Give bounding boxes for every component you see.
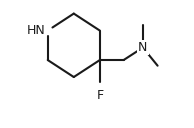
Text: HN: HN — [27, 24, 45, 37]
Text: N: N — [138, 41, 148, 54]
Text: F: F — [96, 89, 103, 103]
